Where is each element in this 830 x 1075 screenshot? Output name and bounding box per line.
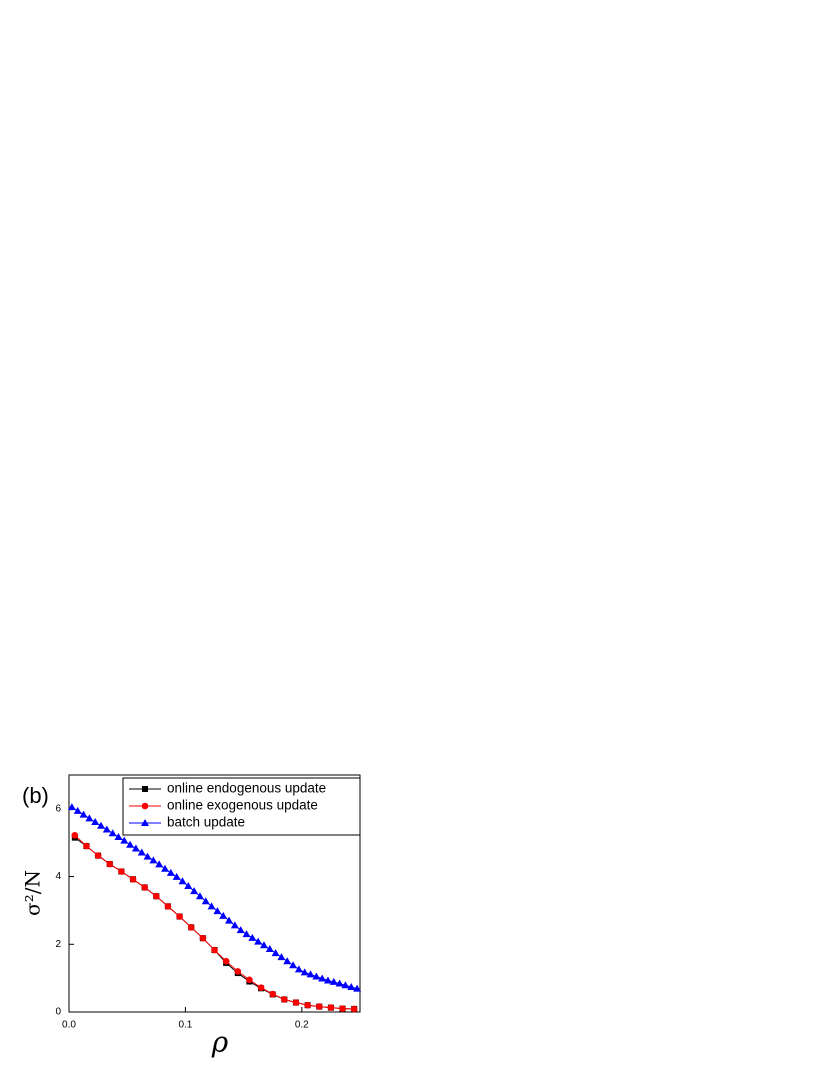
marker (222, 957, 230, 965)
marker (269, 990, 277, 998)
marker (190, 887, 199, 895)
marker (195, 892, 204, 900)
marker (257, 984, 265, 991)
marker (300, 968, 309, 976)
marker (91, 818, 100, 826)
marker (339, 1005, 346, 1012)
marker (94, 852, 102, 859)
marker (126, 840, 135, 848)
x-tick-label: 0.0 (62, 1020, 76, 1031)
marker (83, 842, 90, 850)
marker (225, 916, 234, 924)
marker (71, 831, 79, 839)
marker (315, 1003, 323, 1010)
marker (184, 882, 193, 890)
marker (213, 907, 222, 915)
marker (353, 984, 362, 992)
marker (166, 868, 175, 876)
marker (187, 924, 195, 931)
marker (281, 996, 288, 1003)
panel-label: (b) (22, 783, 49, 808)
marker (335, 979, 344, 987)
marker (306, 970, 315, 978)
marker (265, 945, 274, 953)
marker (118, 868, 125, 875)
marker (304, 1001, 311, 1009)
marker (323, 976, 332, 984)
marker (201, 897, 210, 905)
marker (341, 981, 350, 989)
marker (318, 974, 327, 982)
y-tick-label: 6 (55, 803, 61, 814)
marker (207, 902, 216, 910)
marker (248, 933, 257, 941)
marker (236, 926, 245, 934)
marker (149, 856, 158, 864)
marker (172, 872, 181, 880)
marker (277, 953, 286, 961)
y-tick-label: 4 (55, 871, 61, 882)
marker (312, 972, 321, 980)
y-tick-label: 2 (55, 939, 61, 950)
marker (97, 821, 106, 829)
plot-frame (68, 774, 361, 1013)
marker (176, 913, 183, 920)
marker (73, 806, 82, 814)
series-line (74, 834, 355, 1010)
marker (106, 860, 114, 868)
marker (102, 825, 111, 833)
marker (292, 999, 300, 1006)
marker (131, 844, 140, 852)
marker (234, 968, 242, 975)
y-axis-label: σ²/N (21, 870, 45, 916)
marker (161, 864, 170, 872)
marker (347, 982, 356, 990)
x-tick-label: 0.1 (178, 1020, 192, 1031)
marker (294, 965, 303, 973)
legend-label: batch update (167, 815, 245, 830)
legend-marker (142, 786, 148, 792)
marker (283, 957, 292, 965)
marker (141, 884, 148, 891)
marker (271, 949, 280, 957)
marker (153, 892, 160, 900)
marker (67, 803, 76, 811)
legend-marker (141, 802, 149, 810)
x-tick-label: 0.2 (295, 1020, 309, 1031)
marker (178, 877, 187, 885)
marker (246, 976, 253, 984)
marker (211, 946, 218, 954)
marker (230, 921, 239, 929)
marker (137, 848, 146, 856)
marker (219, 911, 228, 919)
marker (114, 832, 123, 840)
marker (85, 814, 94, 822)
marker (199, 934, 207, 942)
marker (259, 941, 268, 949)
marker (79, 810, 88, 818)
x-axis-label: ρ (211, 1026, 229, 1059)
marker (329, 977, 338, 985)
marker (120, 836, 129, 844)
legend-label: online endogenous update (167, 781, 326, 796)
marker (242, 930, 251, 938)
marker (254, 937, 263, 945)
marker (108, 829, 117, 837)
marker (327, 1004, 335, 1011)
legend-label: online exogenous update (167, 798, 318, 813)
y-tick-label: 0 (55, 1007, 61, 1018)
series-line (74, 837, 355, 1010)
legend-marker (141, 819, 149, 826)
marker (155, 860, 164, 868)
legend-box (122, 777, 361, 836)
marker (129, 875, 137, 883)
marker (350, 1005, 358, 1013)
marker (289, 961, 298, 969)
marker (143, 852, 152, 860)
marker (164, 903, 172, 910)
